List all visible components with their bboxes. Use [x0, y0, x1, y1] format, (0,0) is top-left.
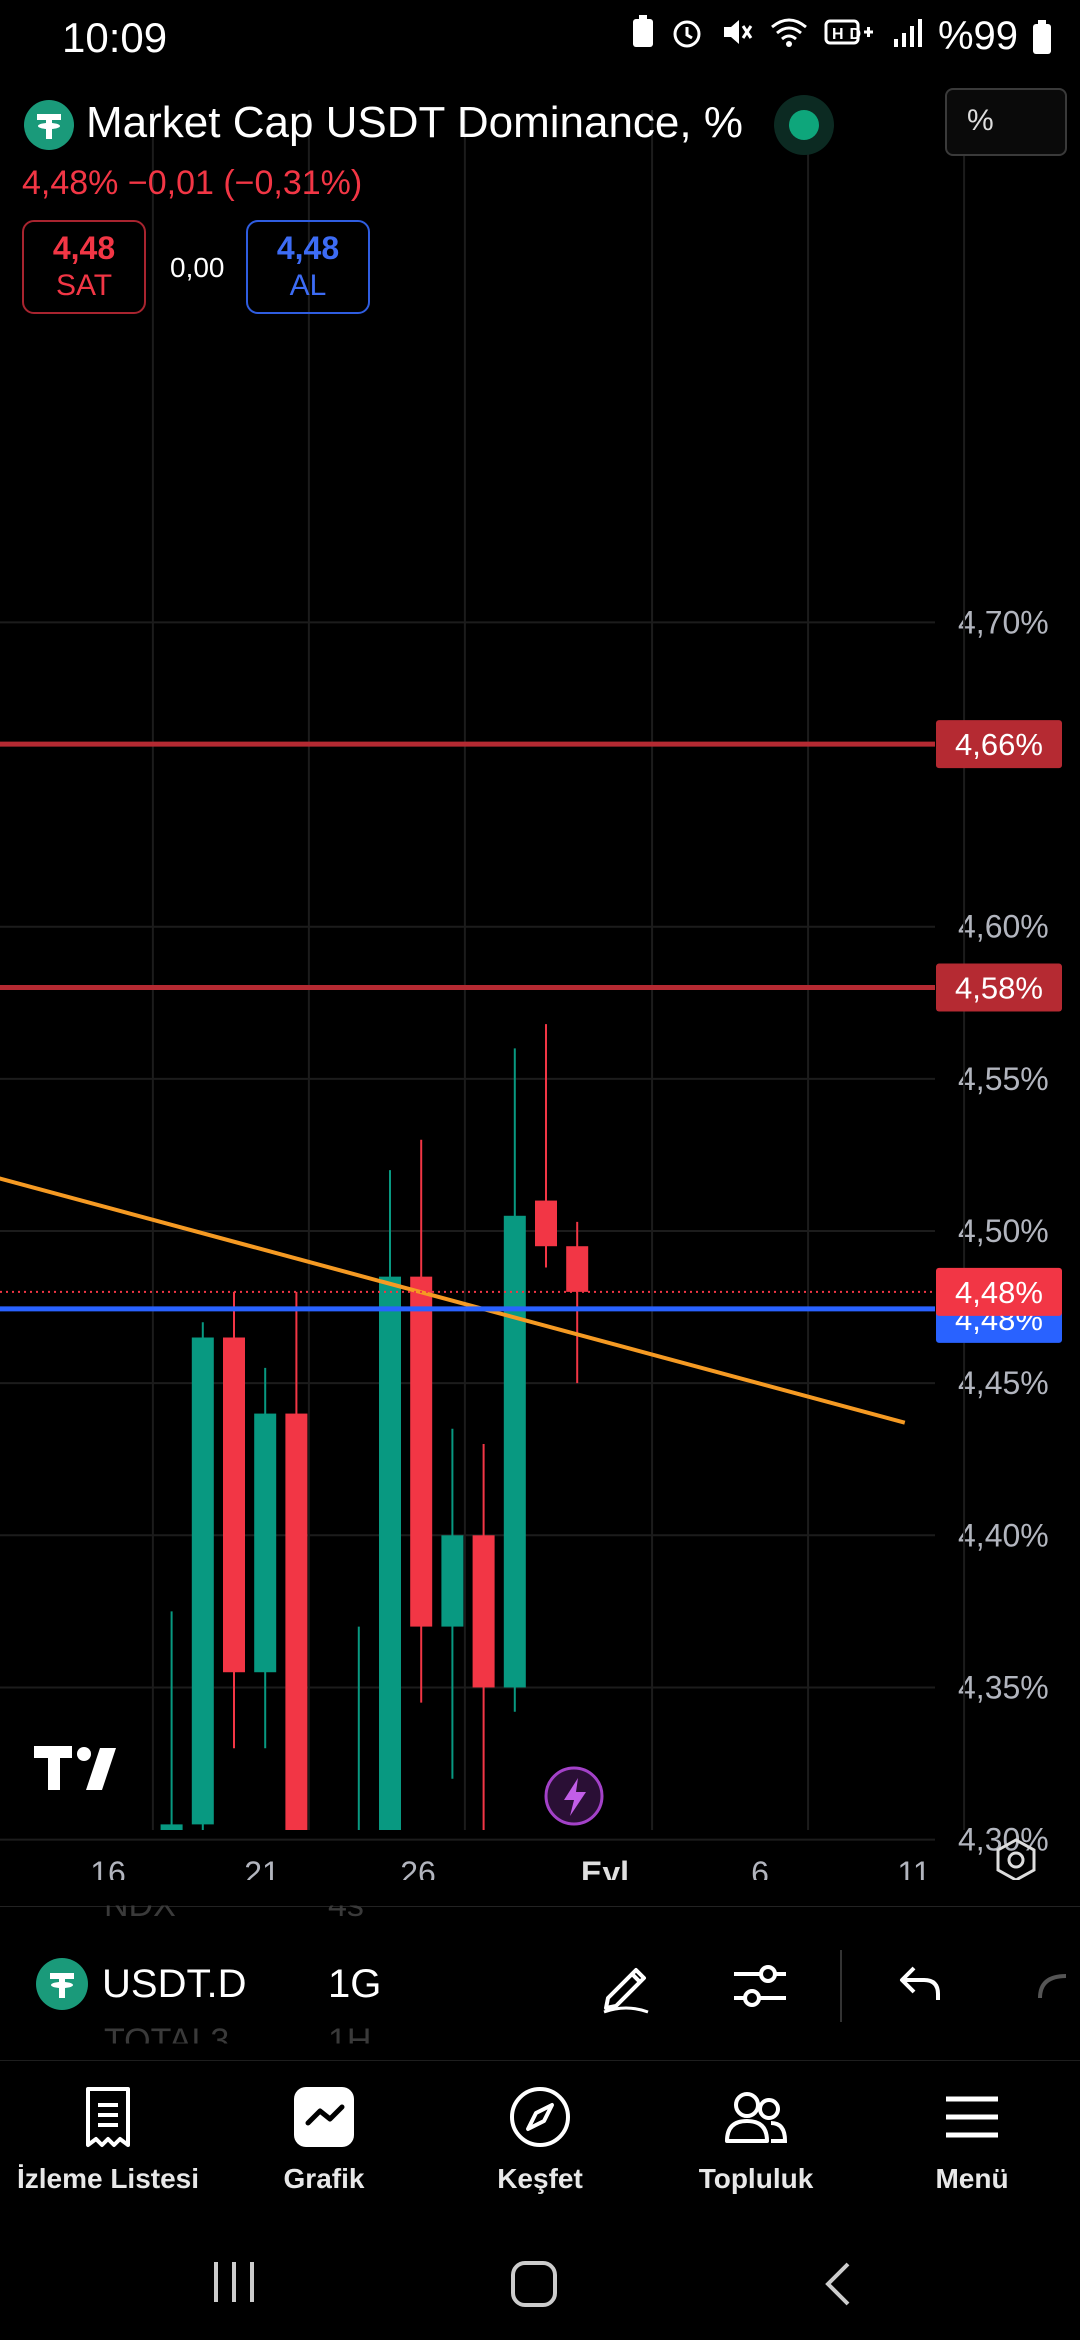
candle-body-down: [535, 1200, 557, 1247]
sell-price: 4,48: [52, 230, 116, 266]
tether-logo-icon: [24, 100, 74, 150]
candle-body-up: [254, 1413, 277, 1673]
buy-label: AL: [289, 269, 327, 302]
ghost-prev-interval: 4s: [328, 1886, 364, 1925]
y-tick-label: 4,35%: [958, 1669, 1049, 1705]
battery-percent: %99: [937, 14, 1018, 58]
candle-body-down: [472, 1535, 495, 1688]
y-tick-label: 4,60%: [958, 909, 1049, 945]
level-label: 4,66%: [955, 727, 1043, 762]
market-open-dot: [789, 110, 819, 140]
y-tick-label: 4,40%: [958, 1517, 1049, 1553]
system-navigation-bar: [0, 2220, 1080, 2340]
nav-label: Menü: [935, 2163, 1009, 2194]
nav-menu[interactable]: Menü: [864, 2081, 1080, 2195]
x-tick-label: 16: [90, 1855, 126, 1880]
buy-button[interactable]: 4,48 AL: [246, 220, 370, 314]
home-icon[interactable]: [510, 2260, 558, 2308]
candle-body-down: [410, 1276, 433, 1627]
axis-settings-icon-center: [1007, 1851, 1025, 1869]
ghost-next-interval: 1H: [328, 2022, 372, 2060]
nav-label: Grafik: [283, 2163, 365, 2194]
drawing-tool-icon[interactable]: [596, 1954, 656, 2014]
candle-body-up: [441, 1535, 464, 1627]
nav-label: Topluluk: [698, 2163, 814, 2194]
symbol-selector[interactable]: USDT.D: [102, 1962, 247, 2006]
hd-plus-icon: HD: [824, 19, 874, 45]
chart-toolbar: [0, 1906, 1080, 2057]
candle-body-up: [503, 1215, 526, 1688]
wifi-icon: [771, 18, 807, 47]
buy-price: 4,48: [276, 230, 340, 266]
nav-watchlist[interactable]: İzleme Listesi: [0, 2081, 216, 2195]
axis-settings-icon: [996, 1838, 1036, 1880]
candle-body-down: [285, 1413, 308, 1830]
chart-icon: [294, 2087, 354, 2147]
nav-community[interactable]: Topluluk: [648, 2081, 864, 2195]
y-tick-label: 4,50%: [958, 1213, 1049, 1249]
undo-icon[interactable]: [896, 1962, 944, 2006]
tradingview-logo-dot: [77, 1747, 91, 1761]
current-price-label-bg: [936, 1267, 1062, 1316]
x-tick-label: 21: [244, 1855, 280, 1880]
bottom-navigation: İzleme Listesi Grafik Keşfet Topluluk Me…: [0, 2060, 1080, 2221]
level-label-bg: [936, 963, 1062, 1012]
level-label-bg: [936, 720, 1062, 769]
interval-selector[interactable]: 1G: [328, 1962, 382, 2006]
mute-icon: [723, 20, 752, 44]
y-tick-label: 4,45%: [958, 1365, 1049, 1401]
tether-logo-icon: [36, 1958, 88, 2010]
back-icon[interactable]: [822, 2260, 854, 2308]
x-tick-label: 6: [751, 1855, 769, 1880]
y-tick-label: 4,55%: [958, 1061, 1049, 1097]
svg-text:HD: HD: [832, 26, 867, 43]
price-scale-button[interactable]: %: [945, 88, 1067, 156]
nav-label: İzleme Listesi: [16, 2163, 200, 2194]
candles-group: [160, 1024, 589, 1830]
sell-label: SAT: [55, 269, 113, 302]
x-tick-label: Eyl: [581, 1855, 629, 1880]
redo-icon[interactable]: [1036, 1970, 1080, 2000]
signal-icon: [893, 19, 922, 47]
level-label: 4,58%: [955, 971, 1043, 1006]
nav-explore[interactable]: Keşfet: [432, 2081, 648, 2195]
watchlist-icon: [86, 2087, 130, 2147]
lightning-icon: [564, 1778, 586, 1816]
toolbar-divider: [840, 1950, 842, 2022]
ghost-next-symbol: TOTAL3: [104, 2022, 230, 2060]
quote-change-line: 4,48% −0,01 (−0,31%): [22, 164, 363, 202]
status-right: HD %99: [631, 14, 1052, 59]
trend-line: [0, 1176, 906, 1425]
current-price-label: 4,48%: [955, 1275, 1043, 1310]
nav-label: Keşfet: [497, 2163, 583, 2194]
battery-icon: [1033, 19, 1051, 54]
battery-saver-icon: [632, 15, 653, 47]
candle-body-up: [191, 1337, 214, 1825]
compass-icon: [510, 2087, 570, 2147]
candle-body-up: [160, 1824, 183, 1830]
candle-body-down: [223, 1337, 245, 1673]
tradingview-logo-slash: [86, 1748, 116, 1790]
status-time: 10:09: [62, 14, 168, 61]
status-icons: HD: [631, 15, 924, 58]
symbol-title[interactable]: Market Cap USDT Dominance, %: [86, 98, 743, 147]
tradingview-logo-icon: [34, 1746, 72, 1790]
price-chart[interactable]: 4,70%4,60%4,55%4,50%4,45%4,40%4,35%4,30%…: [0, 110, 1080, 1880]
community-icon: [725, 2092, 788, 2143]
market-status-indicator[interactable]: [774, 95, 834, 155]
ghost-prev-symbol: NDX: [104, 1886, 176, 1925]
y-tick-label: 4,70%: [958, 604, 1049, 640]
recent-apps-icon[interactable]: [210, 2260, 258, 2304]
menu-icon: [946, 2096, 998, 2138]
x-tick-label: 11: [897, 1855, 930, 1880]
candle-body-down: [566, 1246, 589, 1292]
alarm-icon: [673, 20, 701, 48]
sell-button[interactable]: 4,48 SAT: [22, 220, 146, 314]
nav-chart[interactable]: Grafik: [216, 2081, 432, 2195]
candle-body-up: [379, 1276, 401, 1830]
x-tick-label: 26: [400, 1855, 436, 1880]
indicator-settings-icon[interactable]: [730, 1958, 790, 2014]
spread-value: 0,00: [170, 252, 225, 283]
status-bar: 10:09 HD %99: [0, 0, 1080, 84]
